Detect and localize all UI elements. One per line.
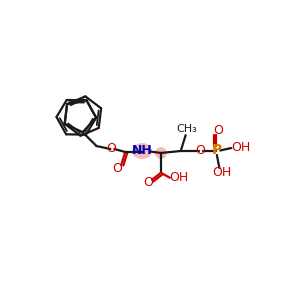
Text: CH₃: CH₃ xyxy=(176,124,197,134)
Ellipse shape xyxy=(155,147,167,159)
Text: O: O xyxy=(196,143,206,157)
Text: OH: OH xyxy=(169,171,188,184)
Ellipse shape xyxy=(132,143,152,159)
Text: O: O xyxy=(213,124,223,137)
Text: OH: OH xyxy=(232,140,251,154)
Text: P: P xyxy=(211,143,221,157)
Text: O: O xyxy=(112,162,122,175)
Text: NH: NH xyxy=(132,143,152,157)
Text: O: O xyxy=(106,142,116,154)
Text: OH: OH xyxy=(213,166,232,179)
Text: O: O xyxy=(143,176,153,189)
